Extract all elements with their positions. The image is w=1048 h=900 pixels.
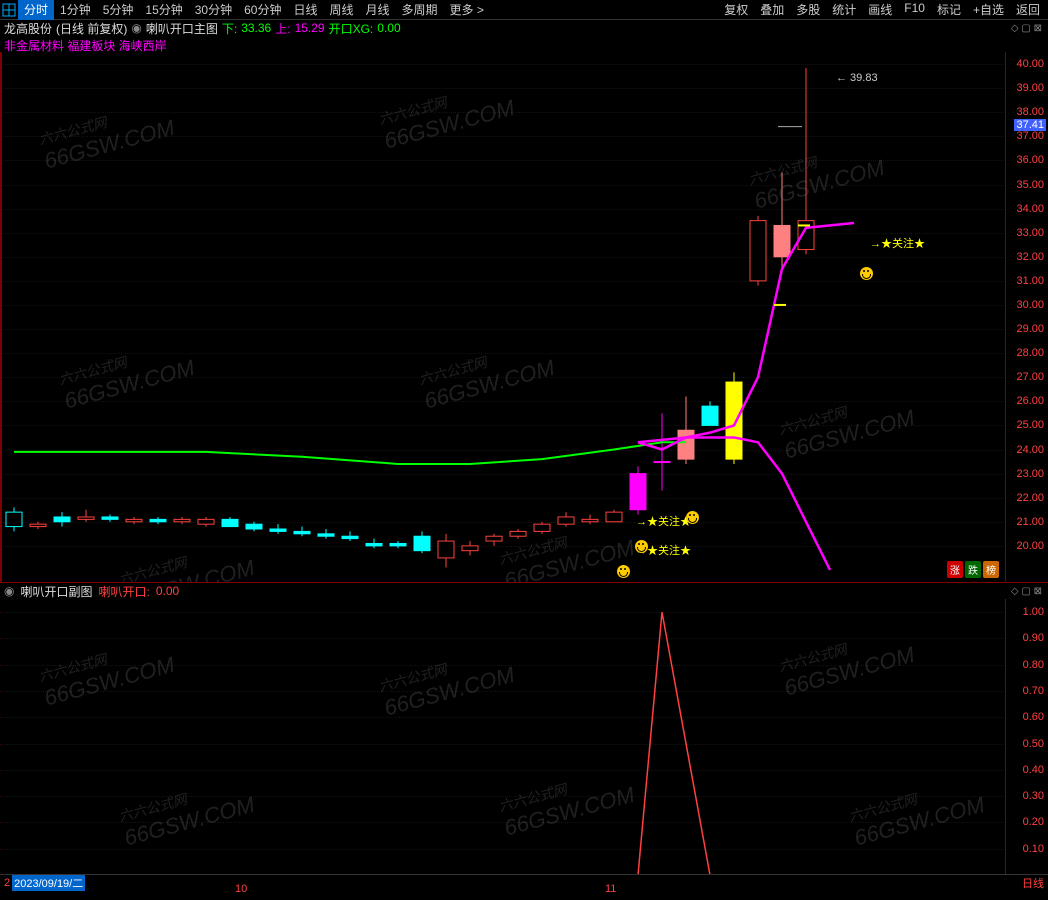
top-toolbar: 分时1分钟5分钟15分钟30分钟60分钟日线周线月线多周期更多 > 复权叠加多股… [0,0,1048,20]
smiley-icon [860,267,873,283]
main-chart-area[interactable]: 20.00 21.00 22.00 23.00 24.00 25.00 26.00 27.00… [0,52,1048,582]
smiley-icon [686,511,699,527]
y-tick: 40.00 [1016,58,1044,70]
y-tick: 33.00 [1016,227,1044,239]
attention-label: →★关注★ [870,235,925,251]
tb-month[interactable]: 月线 [360,0,396,20]
stock-suffix: (日线 前复权) [56,20,127,37]
smiley-icon [635,540,648,556]
sector-tags: 非金属材料 福建板块 海峡西岸 [4,39,167,53]
y-tick: 38.00 [1016,106,1044,118]
sub-window-controls[interactable]: ◇ ▢ ⊠ [1011,586,1042,597]
chart-title-row: 龙高股份 (日线 前复权) ◉ 喇叭开口主图 下: 33.36 上: 15.29… [0,20,1048,36]
sub-right-border [1005,599,1006,874]
sub-chart-area[interactable]: ◉ 喇叭开口副图 喇叭开口: 0.00 ◇ ▢ ⊠ 0.100.200.300.… [0,582,1048,874]
sub-y-tick: 0.20 [1023,816,1044,828]
rank-badge[interactable]: 跌 [965,561,981,578]
period-label: 日线 [1022,875,1044,891]
tb-m1[interactable]: 1分钟 [54,0,97,20]
y-tick: 35.00 [1016,179,1044,191]
tb-m5[interactable]: 5分钟 [97,0,140,20]
y-tick: 28.00 [1016,347,1044,359]
rank-badge[interactable]: 榜 [983,561,999,578]
sub-y-axis: 0.10 0.20 0.30 0.40 0.50 0.60 0.70 0.80 0.90 1.00 [1006,599,1048,875]
attention-label: →★关注★ [636,513,691,529]
y-tick: 23.00 [1016,468,1044,480]
sub-y-tick: 0.60 [1023,711,1044,723]
stock-name: 龙高股份 [4,20,52,37]
current-date: 2023/09/19/二 [12,875,85,891]
y-tick: 20.00 [1016,540,1044,552]
down-label: 下: [222,20,237,37]
main-y-axis: 20.00 21.00 22.00 23.00 24.00 25.00 26.00 27.00… [1006,52,1048,582]
smiley-icon [617,565,630,581]
tb-fenshi[interactable]: 分时 [18,0,54,20]
sub-y-tick: 0.40 [1023,764,1044,776]
y-tick: 32.00 [1016,251,1044,263]
y-tick: 27.00 [1016,371,1044,383]
current-price-marker: 37.41 [1014,119,1046,131]
sub-y-tick: 0.50 [1023,738,1044,750]
sub-line-chart[interactable] [0,599,1006,875]
sub-indicator-label: 喇叭开口: [99,583,150,600]
tb-duogu[interactable]: 多股 [790,0,826,20]
right-border [1005,52,1006,582]
indicator-name: 喇叭开口主图 [146,20,218,37]
y-tick: 36.00 [1016,154,1044,166]
sub-y-tick: 1.00 [1023,606,1044,618]
y-tick: 30.00 [1016,299,1044,311]
sub-y-tick: 0.90 [1023,632,1044,644]
open-value: 0.00 [377,21,400,35]
sub-y-tick: 0.80 [1023,659,1044,671]
y-tick: 37.00 [1016,130,1044,142]
sub-chart-title: ◉ 喇叭开口副图 喇叭开口: 0.00 ◇ ▢ ⊠ [0,583,1048,599]
left-border [0,52,2,582]
time-axis: 2 2023/09/19/二 1011 日线 [0,874,1048,890]
window-controls[interactable]: ◇ ▢ ⊠ [1011,23,1042,34]
y-tick: 39.00 [1016,82,1044,94]
up-label: 上: [275,20,290,37]
up-value: 15.29 [295,21,325,35]
sub-indicator-name: 喇叭开口副图 [20,583,92,600]
y-tick: 21.00 [1016,516,1044,528]
sub-y-tick: 0.10 [1023,843,1044,855]
tb-fanhui[interactable]: 返回 [1010,0,1046,20]
y-tick: 31.00 [1016,275,1044,287]
sector-row: 非金属材料 福建板块 海峡西岸 [0,36,1048,52]
tb-zixuan[interactable]: +自选 [967,0,1010,20]
tb-m60[interactable]: 60分钟 [238,0,287,20]
y-tick: 24.00 [1016,444,1044,456]
tb-f10[interactable]: F10 [898,0,931,20]
sub-indicator-value: 0.00 [156,584,179,598]
y-tick: 34.00 [1016,203,1044,215]
y-tick: 22.00 [1016,492,1044,504]
rank-badge[interactable]: 涨 [947,561,963,578]
time-tick: 11 [605,883,616,895]
tb-multi[interactable]: 多周期 [396,0,444,20]
down-value: 33.36 [241,21,271,35]
y-tick: 25.00 [1016,419,1044,431]
tb-day[interactable]: 日线 [287,0,323,20]
y-tick: 26.00 [1016,395,1044,407]
candlestick-chart[interactable] [0,52,1006,582]
open-label: 开口XG: [329,20,374,37]
tb-m30[interactable]: 30分钟 [189,0,238,20]
tb-tongji[interactable]: 统计 [826,0,862,20]
app-icon [2,3,16,17]
y-tick: 29.00 [1016,323,1044,335]
sub-y-tick: 0.70 [1023,685,1044,697]
price-label: ← 39.83 [836,72,878,84]
tb-week[interactable]: 周线 [323,0,359,20]
sub-y-tick: 0.30 [1023,790,1044,802]
radio-icon[interactable]: ◉ [4,584,14,598]
radio-icon[interactable]: ◉ [131,21,141,35]
tb-biaoji[interactable]: 标记 [931,0,967,20]
tb-fuquan[interactable]: 复权 [718,0,754,20]
time-tick: 10 [235,883,247,895]
tb-diejia[interactable]: 叠加 [754,0,790,20]
tb-more[interactable]: 更多 > [444,0,490,20]
tb-huaxian[interactable]: 画线 [862,0,898,20]
tb-m15[interactable]: 15分钟 [139,0,188,20]
